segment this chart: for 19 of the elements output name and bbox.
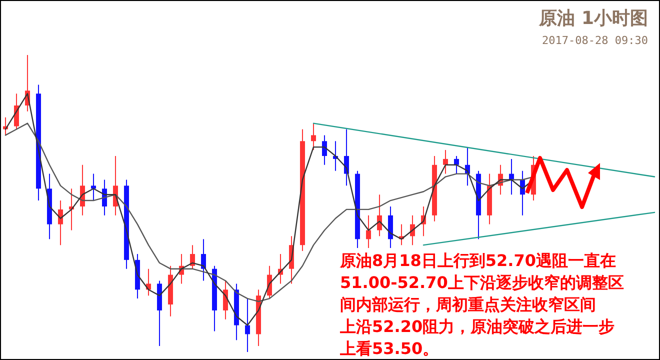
candlestick [454,155,459,174]
candlestick [311,122,316,151]
chart-subtitle: 2017-08-28 09:30 [542,34,648,47]
annotation: 间内部运行，周初重点关注收窄区间 [340,295,596,314]
chart-title: 原油 1小时图 [538,8,648,29]
candlestick [201,238,206,282]
annotation: 51.00-52.70上下沿逐步收窄的调整区 [340,273,624,292]
candlestick [14,93,19,130]
candlestick [322,134,327,166]
candlestick [223,280,228,320]
annotation: 上看53.50。 [339,339,439,358]
candlestick [190,244,195,270]
candlestick [245,298,250,352]
candlestick [91,173,96,202]
annotation: 原油8月18日上行到52.70遇阻一直在 [339,251,616,270]
candlestick [366,214,371,249]
candlestick [443,150,448,174]
annotation: 上沿52.20阻力，原油突破之后进一步 [339,317,615,336]
candlestick [388,206,393,249]
